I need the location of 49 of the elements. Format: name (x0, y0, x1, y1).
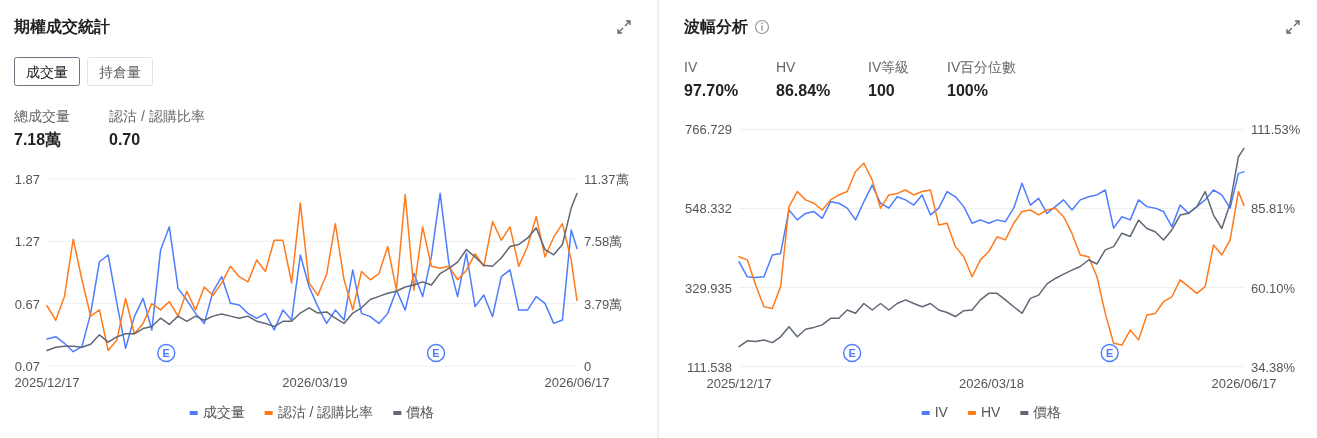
y-tick-label: 0.07 (14, 359, 40, 374)
text: 成交量 (26, 64, 68, 80)
annotation: E (1106, 347, 1114, 359)
y2-tick-label: 34.38% (1251, 359, 1296, 375)
x-tick-label: 2025/12/17 (706, 375, 772, 391)
text: 認沽 / 認購比率 (109, 108, 205, 124)
y-tick-label: 329.935 (685, 280, 732, 296)
legend-label: 價格 (1033, 404, 1062, 420)
text: IV百分位數 (947, 59, 1017, 75)
text: 7.18萬 (14, 131, 62, 148)
y-tick-label: 1.87 (14, 172, 40, 187)
x-tick-label: 2026/03/18 (958, 375, 1025, 391)
annotation: E (162, 347, 170, 359)
text: HV (776, 59, 797, 75)
text: 總成交量 (13, 108, 70, 124)
x-tick-label: 2026/06/17 (1211, 375, 1277, 391)
y2-tick-label: 0 (584, 359, 592, 374)
y2-tick-label: 7.58萬 (584, 234, 623, 250)
x-tick-label: 2026/06/17 (544, 375, 610, 390)
y2-tick-label: 3.79萬 (584, 296, 623, 312)
legend-label: 成交量 (202, 404, 245, 420)
chart-title: 波幅分析 (683, 18, 748, 35)
annotation: E (432, 347, 440, 359)
annotation: E (848, 347, 856, 359)
text: IV (684, 59, 698, 75)
y2-tick-label: 60.10% (1251, 280, 1296, 296)
y-tick-label: 1.27 (14, 234, 40, 250)
text: 持倉量 (99, 64, 141, 80)
legend-label: IV (934, 404, 949, 420)
line-series (738, 171, 1245, 279)
y2-tick-label: 111.53% (1251, 122, 1301, 138)
text: 0.70 (109, 131, 141, 148)
y2-tick-label: 11.37萬 (584, 172, 629, 187)
text: 97.70% (684, 82, 739, 99)
text: IV等級 (868, 59, 910, 75)
text: 100% (947, 82, 988, 99)
y-tick-label: 0.67 (14, 296, 40, 312)
text: 100 (868, 82, 895, 99)
legend-label: HV (980, 404, 1001, 420)
chart-title: 期權成交統計 (13, 17, 110, 35)
y-tick-label: 111.538 (686, 359, 732, 375)
y-tick-label: 548.332 (685, 201, 732, 217)
y2-tick-label: 85.81% (1251, 201, 1296, 217)
x-tick-label: 2025/12/17 (14, 375, 80, 390)
legend-label: 價格 (406, 404, 435, 420)
x-tick-label: 2026/03/19 (282, 375, 348, 390)
text: 86.84% (776, 82, 831, 99)
y-tick-label: 766.729 (685, 122, 732, 138)
legend-label: 認沽 / 認購比率 (277, 404, 374, 420)
